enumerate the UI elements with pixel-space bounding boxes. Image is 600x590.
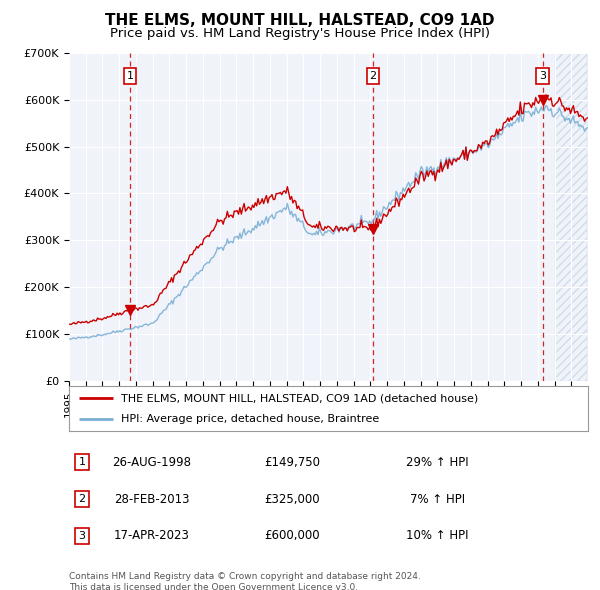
Text: 1: 1 (127, 71, 134, 81)
Text: 28-FEB-2013: 28-FEB-2013 (114, 493, 190, 506)
Text: 2: 2 (79, 494, 86, 504)
Text: 7% ↑ HPI: 7% ↑ HPI (410, 493, 465, 506)
Text: 2: 2 (370, 71, 377, 81)
Text: 1: 1 (79, 457, 85, 467)
Text: 17-APR-2023: 17-APR-2023 (114, 529, 190, 542)
Text: THE ELMS, MOUNT HILL, HALSTEAD, CO9 1AD (detached house): THE ELMS, MOUNT HILL, HALSTEAD, CO9 1AD … (121, 394, 478, 404)
Text: £325,000: £325,000 (265, 493, 320, 506)
Text: 3: 3 (79, 531, 85, 541)
Text: £600,000: £600,000 (265, 529, 320, 542)
Text: HPI: Average price, detached house, Braintree: HPI: Average price, detached house, Brai… (121, 414, 379, 424)
Text: Price paid vs. HM Land Registry's House Price Index (HPI): Price paid vs. HM Land Registry's House … (110, 27, 490, 40)
Text: 29% ↑ HPI: 29% ↑ HPI (406, 456, 469, 469)
Text: 3: 3 (539, 71, 546, 81)
Text: 10% ↑ HPI: 10% ↑ HPI (406, 529, 469, 542)
Text: THE ELMS, MOUNT HILL, HALSTEAD, CO9 1AD: THE ELMS, MOUNT HILL, HALSTEAD, CO9 1AD (105, 13, 495, 28)
Text: £149,750: £149,750 (264, 456, 320, 469)
Text: Contains HM Land Registry data © Crown copyright and database right 2024.
This d: Contains HM Land Registry data © Crown c… (69, 572, 421, 590)
Text: 26-AUG-1998: 26-AUG-1998 (113, 456, 191, 469)
